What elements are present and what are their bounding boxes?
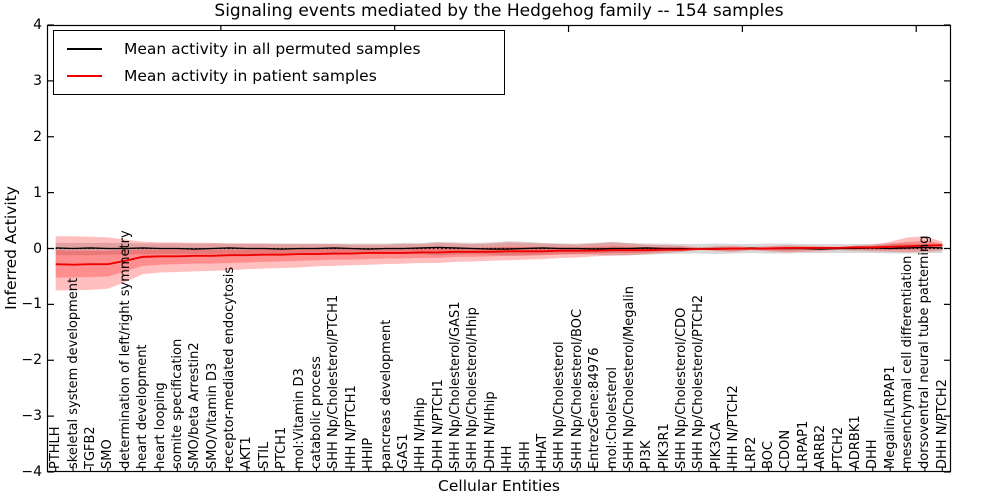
legend-label: Mean activity in all permuted samples (124, 40, 421, 58)
x-tick-label: SHH Np/Cholesterol/PTCH2 (691, 294, 707, 469)
x-tick-label: mesenchymal cell differentiation (900, 255, 916, 469)
x-tick-label: PIK3R1 (656, 423, 672, 469)
band-patient-samples-range-inner (55, 240, 943, 278)
x-tick-label: IHH (500, 445, 516, 469)
x-tick-label: SHH Np/Cholesterol/BOC (569, 308, 585, 469)
y-tick-label: −3 (21, 408, 42, 425)
legend-label: Mean activity in patient samples (124, 67, 377, 85)
x-tick-label: LRP2 (743, 436, 759, 469)
x-tick-label: SMO (100, 439, 116, 469)
x-tick-label: DHH N/PTCH1 (430, 379, 446, 469)
x-tick-label: SHH Np/Cholesterol/GAS1 (448, 301, 464, 469)
x-tick-label: IHH N/Hhip (413, 397, 429, 470)
chart-title: Signaling events mediated by the Hedgeho… (214, 1, 784, 21)
y-tick-label: 1 (33, 184, 42, 201)
x-tick-label: PTCH1 (274, 426, 290, 469)
x-tick-label: somite specification (169, 338, 185, 469)
x-tick-label: EntrezGene:84976 (587, 347, 603, 469)
x-tick-label: Megalin/LRPAP1 (882, 365, 898, 469)
x-tick-label: heart development (135, 344, 151, 469)
x-tick-label: pancreas development (378, 319, 394, 469)
permuted-line-swatch (67, 48, 102, 50)
x-tick-label: PI3K (639, 440, 655, 469)
x-tick-label: IHH N/PTCH2 (726, 385, 742, 469)
patient-line-swatch (67, 75, 102, 77)
x-tick-label: receptor-mediated endocytosis (222, 266, 238, 469)
x-tick-label: heart looping (152, 382, 168, 469)
x-tick-label: SHH Np/Cholesterol (552, 341, 568, 469)
series-line-1 (55, 244, 943, 266)
x-tick-label: determination of left/right symmetry (117, 230, 133, 469)
x-tick-label: SHH Np/Cholesterol/PTCH1 (326, 294, 342, 469)
x-tick-label: SHH Np/Cholesterol/CDO (674, 307, 690, 469)
y-tick-label: 4 (33, 17, 42, 33)
y-tick-label: 0 (33, 240, 42, 257)
x-tick-label: SHH (517, 441, 533, 469)
legend: Mean activity in all permuted samples Me… (53, 30, 505, 95)
x-tick-label: STIL (256, 441, 272, 469)
y-tick-label: −1 (21, 296, 42, 313)
y-tick-label: −4 (21, 464, 42, 480)
x-tick-label: PTCH2 (830, 426, 846, 469)
y-tick-label: 2 (33, 128, 42, 145)
x-tick-label: mol:Vitamin D3 (291, 368, 307, 469)
x-tick-label: catabolic process (308, 356, 324, 469)
x-tick-label: DHH N/PTCH2 (934, 379, 950, 469)
x-tick-label: LRPAP1 (795, 420, 811, 469)
x-tick-label: BOC (760, 441, 776, 469)
x-tick-label: SHH Np/Cholesterol/Hhip (465, 307, 481, 469)
y-tick-label: 3 (33, 72, 42, 89)
x-tick-label: CDON (778, 429, 794, 469)
y-tick-label: −2 (21, 352, 42, 369)
x-tick-label: ARRB2 (813, 424, 829, 469)
legend-entry-patient: Mean activity in patient samples (67, 67, 504, 85)
x-tick-label: AKT1 (239, 436, 255, 469)
x-tick-label: dorsoventral neural tube patterning (917, 235, 933, 469)
x-tick-label: PIK3CA (708, 422, 724, 469)
x-tick-label: mol:Cholesterol (604, 367, 620, 469)
x-tick-label: HHAT (534, 433, 550, 469)
x-tick-label: GAS1 (395, 433, 411, 470)
x-tick-label: skeletal system development (65, 277, 81, 469)
x-tick-label: SMO/Vitamin D3 (204, 362, 220, 469)
x-tick-label: TGFB2 (82, 426, 98, 469)
x-tick-label: HHIP (361, 437, 377, 469)
x-tick-label: ADRBK1 (847, 415, 863, 469)
x-tick-label: DHH (865, 439, 881, 469)
x-axis-title: Cellular Entities (438, 477, 560, 495)
legend-entry-permuted: Mean activity in all permuted samples (67, 40, 504, 58)
x-tick-label: IHH N/PTCH1 (343, 385, 359, 469)
x-tick-label: PTHLH (48, 426, 64, 469)
x-tick-label: SMO/beta Arrestin2 (187, 342, 203, 469)
x-tick-label: DHH N/Hhip (482, 391, 498, 469)
x-tick-label: SHH Np/Cholesterol/Megalin (621, 286, 637, 469)
